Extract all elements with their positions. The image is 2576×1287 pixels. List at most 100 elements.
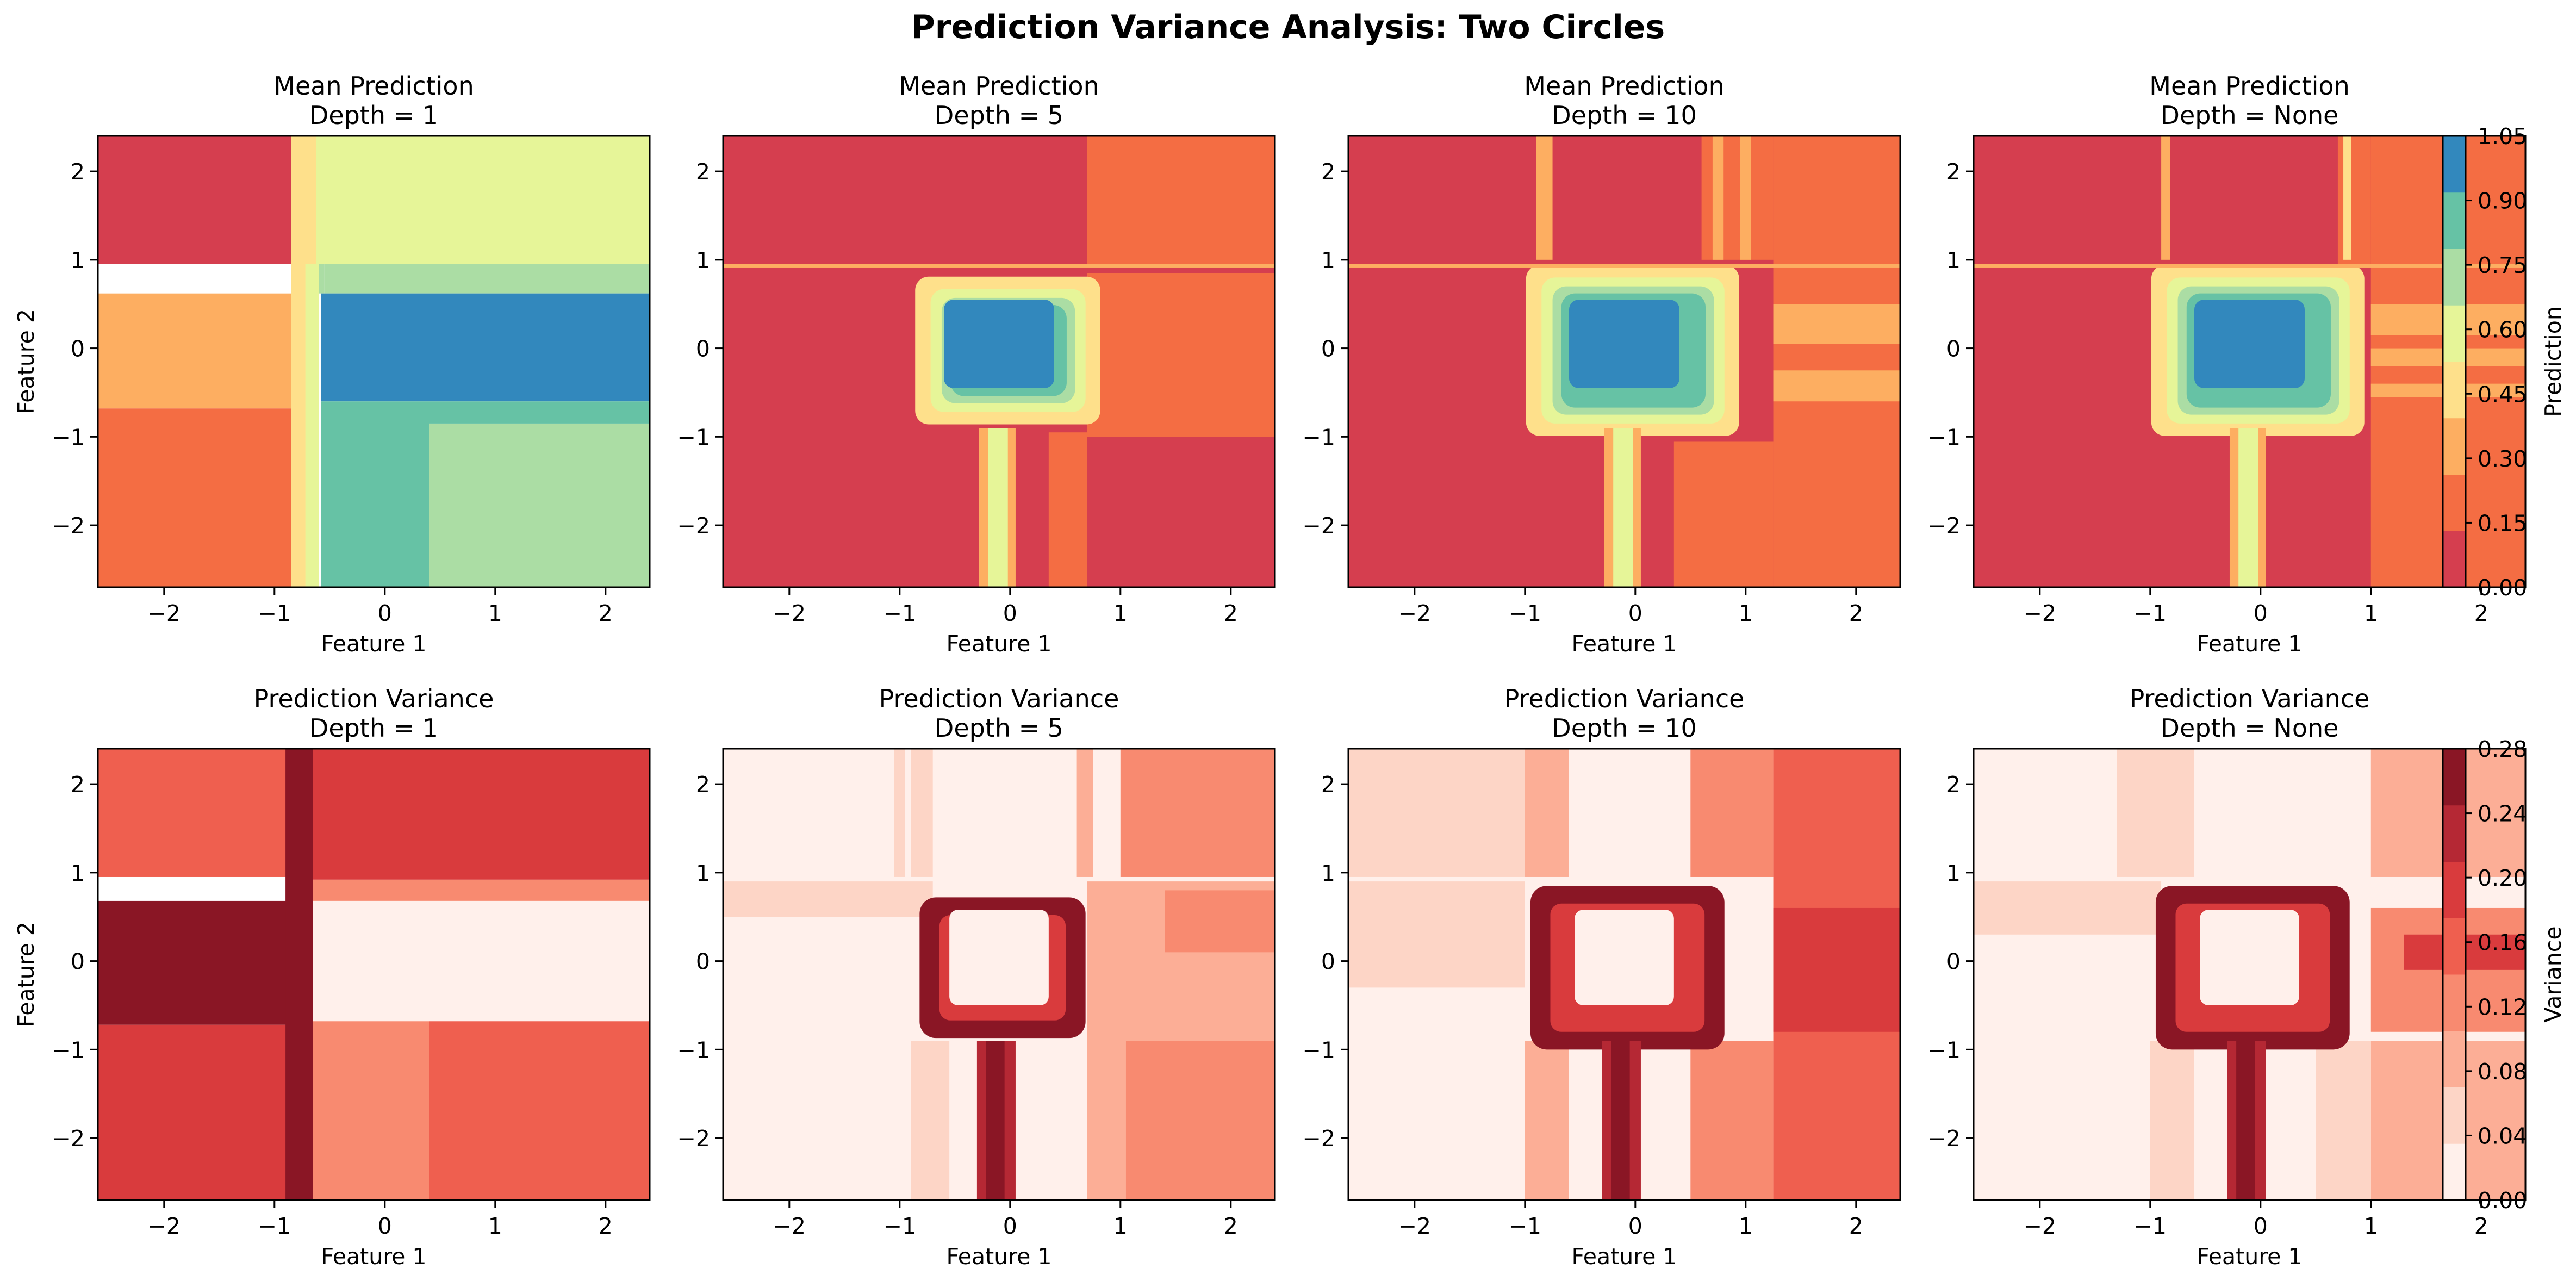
contour-region bbox=[1974, 881, 2162, 935]
contour-field bbox=[98, 749, 650, 1200]
contour-region bbox=[2337, 136, 2371, 264]
contour-region bbox=[1076, 749, 1093, 877]
contour-region bbox=[1525, 1041, 1569, 1200]
y-tick-label: 2 bbox=[1946, 159, 1961, 185]
contour-region bbox=[313, 1021, 429, 1200]
x-tick-label: 1 bbox=[1113, 600, 1128, 626]
contour-field bbox=[723, 749, 1275, 1200]
y-tick-label: −1 bbox=[1928, 1037, 1961, 1063]
x-tick-label: −1 bbox=[883, 600, 916, 626]
x-tick-label: 2 bbox=[1224, 1213, 1238, 1239]
y-tick-label: 2 bbox=[71, 772, 85, 798]
contour-region bbox=[313, 879, 650, 901]
x-tick-label: 2 bbox=[1849, 600, 1863, 626]
axes-frame bbox=[97, 135, 651, 588]
colorbar-swatch bbox=[2443, 1087, 2466, 1144]
colorbar-tick-label: 0.04 bbox=[2478, 1123, 2527, 1149]
colorbar-tick-label: 0.20 bbox=[2478, 865, 2527, 891]
contour-region bbox=[321, 401, 429, 587]
x-tick-label: −2 bbox=[773, 600, 806, 626]
contour-region bbox=[429, 423, 650, 587]
panel-title: Mean Prediction bbox=[1524, 71, 1724, 101]
colorbar-tick-label: 0.45 bbox=[2478, 381, 2527, 407]
y-tick-label: 1 bbox=[71, 247, 85, 273]
colorbar-swatch bbox=[2443, 974, 2466, 1031]
panel-title: Prediction Variance bbox=[254, 684, 494, 713]
panel-subtitle: Depth = 1 bbox=[309, 713, 438, 743]
colorbar-tick-label: 1.05 bbox=[2478, 123, 2527, 150]
contour-region bbox=[911, 1041, 950, 1200]
contour-region bbox=[429, 401, 650, 424]
axes-frame bbox=[1973, 748, 2527, 1201]
contour-region bbox=[1348, 749, 1525, 877]
contour-region bbox=[1525, 749, 1569, 877]
x-tick-label: 0 bbox=[378, 600, 392, 626]
contour-region bbox=[98, 1024, 291, 1200]
contour-region bbox=[98, 136, 291, 264]
x-tick-label: −2 bbox=[2024, 600, 2056, 626]
axes-frame bbox=[722, 135, 1276, 588]
contour-region bbox=[1536, 136, 1553, 260]
contour-region bbox=[1048, 432, 1087, 587]
y-tick-label: −1 bbox=[52, 424, 85, 450]
colorbar-swatch bbox=[2443, 1030, 2466, 1087]
colorbar-label: Variance bbox=[2540, 926, 2566, 1022]
contour-region bbox=[723, 881, 933, 917]
x-axis-label: Feature 1 bbox=[2197, 631, 2302, 657]
contour-region bbox=[1773, 304, 1900, 344]
contour-region bbox=[324, 264, 650, 294]
x-tick-label: −2 bbox=[773, 1213, 806, 1239]
contour-region bbox=[1712, 136, 1724, 260]
y-tick-label: 0 bbox=[71, 336, 85, 362]
y-tick-label: −2 bbox=[677, 1126, 710, 1152]
colorbar-tick-label: 0.00 bbox=[2478, 1187, 2527, 1214]
x-tick-label: −1 bbox=[1509, 1213, 1541, 1239]
colorbar-swatch bbox=[2443, 248, 2466, 306]
x-tick-label: −1 bbox=[883, 1213, 916, 1239]
colorbar-tick-label: 0.15 bbox=[2478, 510, 2527, 536]
x-tick-label: 0 bbox=[378, 1213, 392, 1239]
y-tick-label: 2 bbox=[1946, 772, 1961, 798]
x-tick-label: 1 bbox=[2364, 600, 2378, 626]
y-tick-label: 0 bbox=[71, 949, 85, 975]
x-tick-label: −1 bbox=[2134, 600, 2167, 626]
colorbar-tick-label: 0.08 bbox=[2478, 1059, 2527, 1085]
y-tick-label: 2 bbox=[1321, 772, 1335, 798]
colorbar-swatch bbox=[2443, 136, 2466, 193]
contour-region bbox=[1690, 749, 1774, 877]
contour-region bbox=[1773, 370, 1900, 402]
contour-region bbox=[291, 136, 650, 264]
colorbar-swatch bbox=[2443, 805, 2466, 862]
contour-region bbox=[1773, 136, 1900, 587]
x-tick-label: 1 bbox=[488, 1213, 502, 1239]
colorbar-swatch bbox=[2443, 918, 2466, 975]
x-axis-label: Feature 1 bbox=[1571, 631, 1677, 657]
y-tick-label: −2 bbox=[1928, 1126, 1961, 1152]
x-tick-label: 2 bbox=[599, 600, 613, 626]
y-axis-label: Feature 2 bbox=[13, 309, 39, 414]
contour-region bbox=[321, 293, 650, 402]
colorbar-tick-label: 0.16 bbox=[2478, 930, 2527, 956]
x-tick-label: 0 bbox=[1628, 1213, 1642, 1239]
colorbar-tick-label: 0.00 bbox=[2478, 575, 2527, 601]
y-tick-label: −1 bbox=[1303, 424, 1335, 450]
x-tick-label: −1 bbox=[258, 1213, 291, 1239]
y-tick-label: 0 bbox=[696, 949, 710, 975]
x-tick-label: −1 bbox=[258, 600, 291, 626]
y-tick-label: 0 bbox=[1946, 336, 1961, 362]
y-tick-label: 1 bbox=[71, 860, 85, 886]
colorbar-tick-label: 0.24 bbox=[2478, 801, 2527, 827]
y-tick-label: 2 bbox=[71, 159, 85, 185]
panel-subtitle: Depth = 1 bbox=[309, 101, 438, 130]
contour-field bbox=[723, 136, 1275, 587]
y-tick-label: −2 bbox=[52, 1126, 85, 1152]
colorbar-swatch bbox=[2443, 1143, 2466, 1201]
panel-subtitle: Depth = None bbox=[2161, 713, 2339, 743]
contour-field bbox=[1348, 749, 1900, 1200]
colorbar-tick-label: 0.75 bbox=[2478, 252, 2527, 278]
y-tick-label: 1 bbox=[696, 860, 710, 886]
colorbar-swatch bbox=[2443, 192, 2466, 249]
